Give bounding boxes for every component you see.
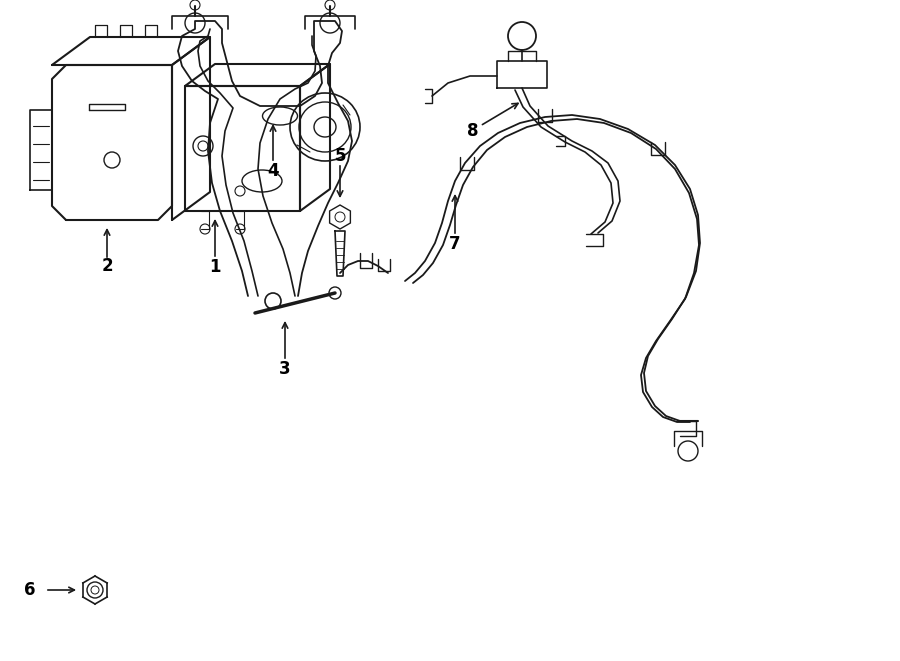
- Text: 8: 8: [467, 122, 478, 139]
- Text: 3: 3: [279, 360, 291, 377]
- Text: 5: 5: [334, 147, 346, 165]
- Text: 7: 7: [449, 235, 461, 253]
- Text: 6: 6: [24, 581, 36, 599]
- Text: 2: 2: [101, 257, 112, 275]
- Text: 1: 1: [209, 258, 220, 276]
- Text: 4: 4: [267, 161, 279, 180]
